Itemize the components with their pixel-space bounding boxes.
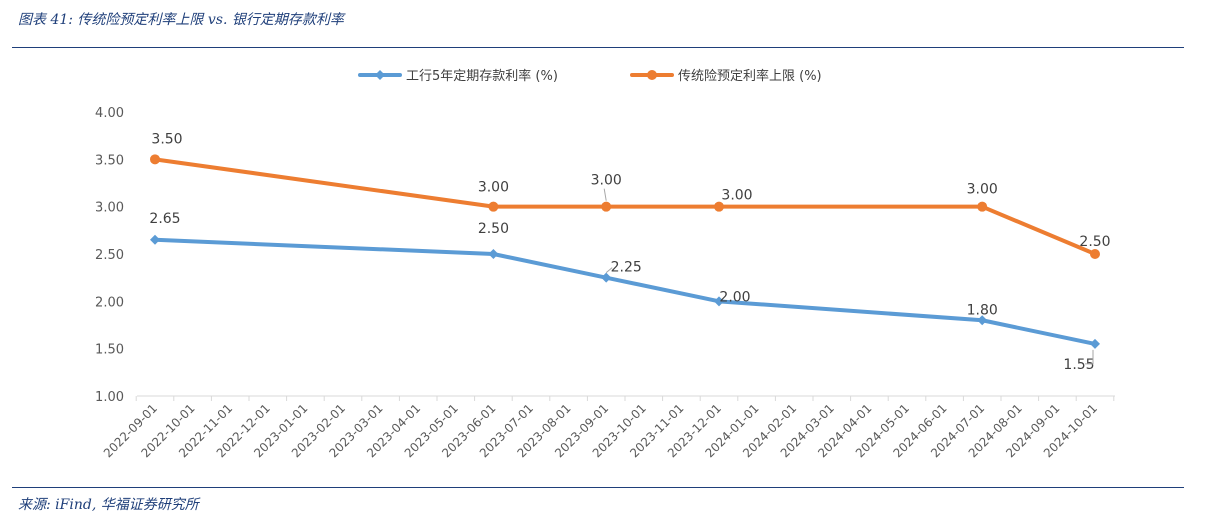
legend-label: 传统险预定利率上限 (%) <box>678 68 822 84</box>
legend-label: 工行5年定期存款利率 (%) <box>406 68 558 84</box>
data-label: 3.00 <box>478 180 509 196</box>
y-tick-label: 2.00 <box>95 295 124 310</box>
data-label: 2.25 <box>611 260 642 276</box>
y-tick-label: 1.50 <box>95 343 124 358</box>
deposit-rate-point <box>150 234 160 245</box>
deposit-rate-point <box>1090 338 1100 349</box>
y-tick-label: 2.50 <box>95 248 124 263</box>
data-label: 2.00 <box>719 289 750 305</box>
y-tick-label: 3.00 <box>95 201 124 216</box>
data-label: 3.50 <box>151 131 182 147</box>
data-label: 3.00 <box>591 173 622 189</box>
figure-source: 来源: iFind, 华福证券研究所 <box>18 497 199 513</box>
data-label: 1.55 <box>1063 357 1094 373</box>
deposit-rate-point <box>601 272 612 283</box>
data-label: 3.00 <box>721 188 752 204</box>
deposit-rate-line <box>153 237 1097 346</box>
leader-line <box>603 188 607 201</box>
insurance-rate-line <box>153 157 1097 256</box>
top-rule <box>12 47 1184 48</box>
data-label: 2.65 <box>149 211 180 227</box>
insurance-rate-point <box>1090 249 1100 259</box>
data-label: 1.80 <box>967 302 998 318</box>
insurance-rate-point <box>601 201 612 212</box>
figure-title: 图表 41: 传统险预定利率上限 vs. 银行定期存款利率 <box>18 12 344 28</box>
data-label: 2.50 <box>478 221 509 237</box>
leader-line <box>1085 349 1094 365</box>
insurance-rate-point <box>150 154 160 165</box>
legend-swatch-marker <box>375 70 385 80</box>
y-tick-label: 1.00 <box>95 390 124 405</box>
bottom-rule <box>12 487 1184 488</box>
data-label: 3.00 <box>967 182 998 198</box>
leader-line <box>605 267 613 274</box>
y-tick-label: 4.00 <box>95 106 124 121</box>
data-label: 2.50 <box>1079 234 1110 250</box>
deposit-rate-point <box>488 249 499 259</box>
insurance-rate-point <box>977 201 988 212</box>
legend-swatch-marker <box>647 70 657 80</box>
deposit-rate-point <box>977 315 988 326</box>
deposit-rate-point <box>714 296 724 307</box>
y-tick-label: 3.50 <box>95 153 124 168</box>
insurance-rate-point <box>488 201 499 212</box>
insurance-rate-point <box>714 201 724 212</box>
